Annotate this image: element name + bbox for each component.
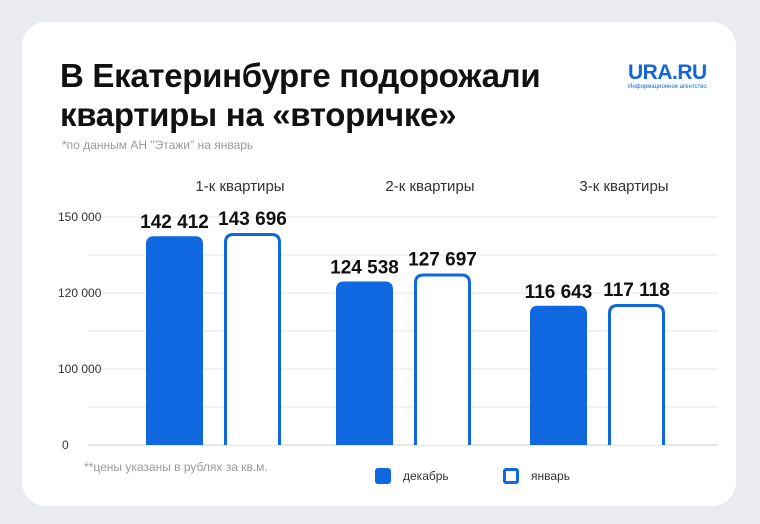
page-title: В Екатеринбурге подорожали квартиры на «… [60,56,541,134]
ura-logo: URA.RU Информационное агентство [628,61,707,91]
bar-декабрь [336,281,393,445]
bar-январь [608,303,665,445]
data-label: 116 643 [525,282,593,303]
legend-label: январь [531,469,570,483]
category-label: 2-к квартиры [385,178,474,195]
title-line-1: В Екатеринбурге подорожали [60,57,541,94]
data-label: 124 538 [330,258,399,279]
y-tick-label: 150 000 [58,210,102,224]
bar-январь [414,273,471,445]
legend-january: январь [503,468,570,484]
data-label: 142 412 [140,212,209,233]
data-label: 143 696 [218,209,287,230]
category-label: 1-к квартиры [195,178,284,195]
bar-январь [224,232,281,445]
y-tick-label: 100 000 [58,362,102,376]
category-label: 3-к квартиры [579,178,668,195]
legend-swatch-filled [375,468,391,484]
legend-swatch-outline [503,468,519,484]
legend-december: декабрь [375,468,449,484]
logo-tagline: Информационное агентство [628,84,707,90]
logo-name: URA.RU [628,61,707,84]
bar-декабрь [146,236,203,445]
footnote: **цены указаны в рублях за кв.м. [84,460,268,474]
data-label: 127 697 [408,250,477,271]
subtitle: *по данным АН "Этажи" на январь [62,138,254,152]
legend-label: декабрь [403,469,449,483]
y-tick-label: 0 [62,438,69,452]
title-line-2: квартиры на «вторичке» [60,96,457,133]
bar-декабрь [530,305,587,445]
data-label: 117 118 [603,280,670,301]
y-tick-label: 120 000 [58,286,102,300]
